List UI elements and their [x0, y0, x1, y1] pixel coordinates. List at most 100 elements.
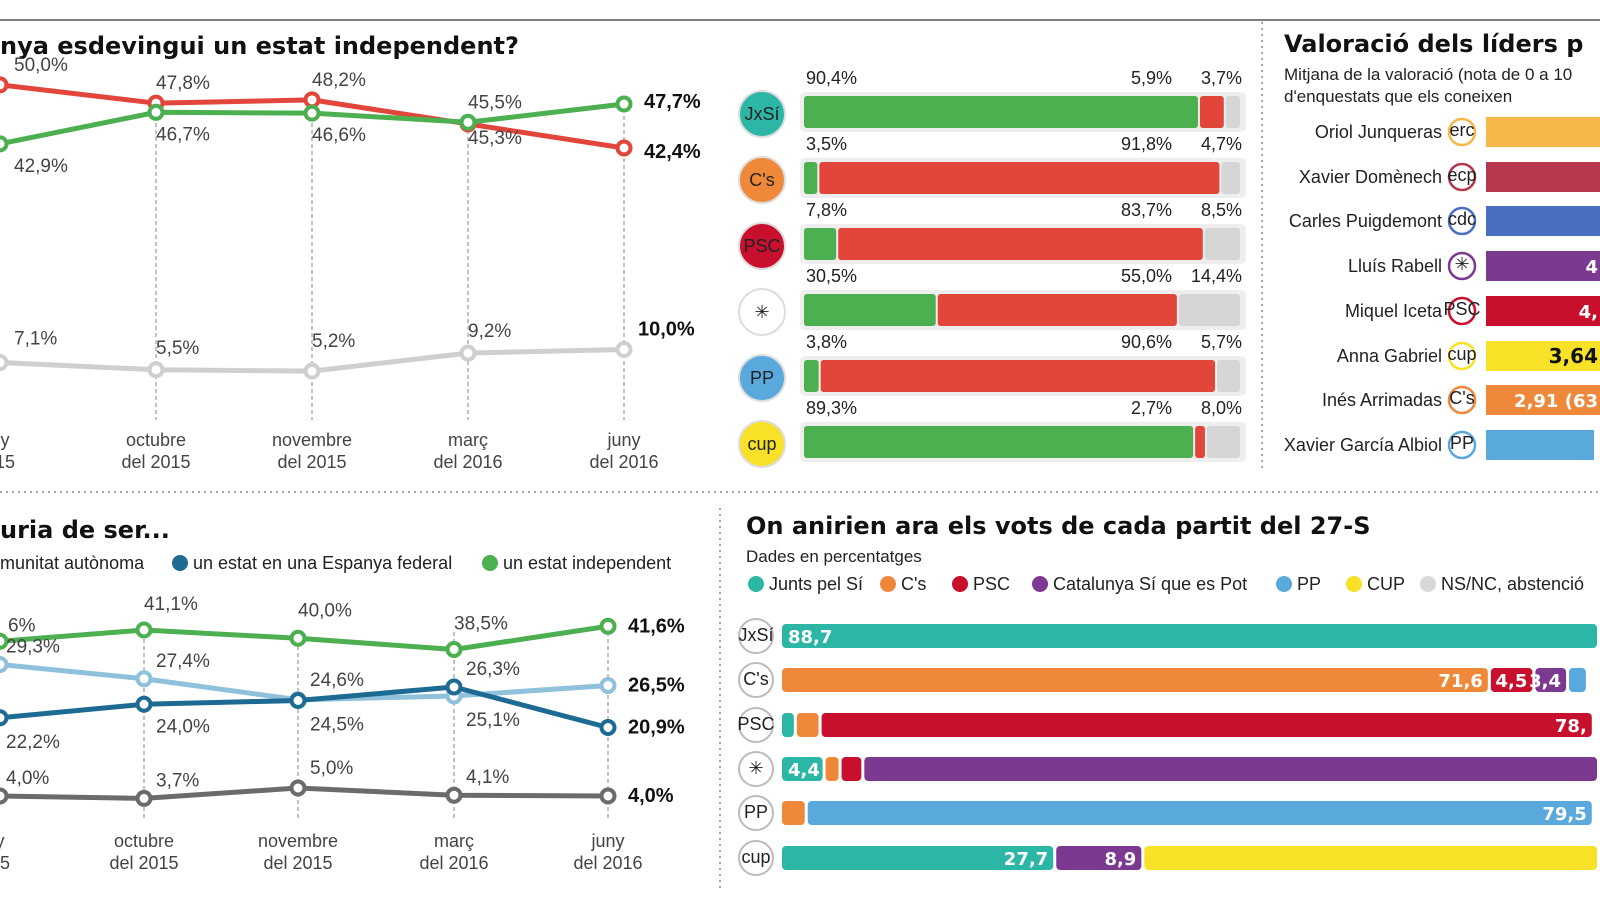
leader-value: 3,64 [1549, 344, 1598, 368]
party-pct-yes: 90,4% [806, 68, 857, 88]
leader-bar [1486, 430, 1594, 460]
chart4-point [445, 641, 463, 658]
chart4-point [289, 629, 307, 647]
chart1-value-label: 5,5% [156, 338, 199, 359]
leader-bar [1486, 206, 1600, 236]
chart4-x-tick: 15 [0, 853, 10, 873]
chart1-value-label: 42,9% [14, 156, 68, 177]
leader-bar [1486, 341, 1600, 371]
chart5-legend-swatch [748, 576, 764, 592]
chart5-bar-segment [864, 757, 1597, 781]
chart1-value-label: 47,7% [644, 91, 701, 113]
chart4-value-label: 4,1% [466, 767, 509, 788]
party-pct-nsnc: 5,7% [1201, 332, 1242, 352]
chart4-point [0, 632, 9, 650]
chart5-bar-segment [782, 846, 1054, 870]
party-pct-nsnc: 8,0% [1201, 398, 1242, 418]
chart1-value-label: 10,0% [638, 319, 695, 341]
leader-logo [1447, 251, 1477, 281]
leader-logo [1447, 206, 1477, 236]
party-pct-nsnc: 8,5% [1201, 200, 1242, 220]
party-bar-segment [804, 360, 819, 392]
leader-value: 4 [1585, 257, 1598, 278]
leader-name: Inés Arrimadas [1322, 390, 1442, 410]
party-bar-segment [820, 360, 1216, 392]
chart4-value-label: 5,0% [310, 758, 353, 779]
chart1-x-tick: novembre [272, 430, 352, 450]
party-bar-segment [804, 162, 818, 194]
chart1-x-tick: del 2015 [277, 452, 346, 472]
chart4-value-label: 24,0% [156, 716, 210, 737]
chart5-bar-segment [782, 668, 1488, 692]
leader-logo-text: PSC [1443, 299, 1480, 319]
party-pct-no: 2,7% [1131, 398, 1172, 418]
chart1-title: nya esdevingui un estat independent? [0, 32, 519, 60]
party-bar-segment [1204, 228, 1240, 260]
chart4-legend-label: un estat en una Espanya federal [193, 553, 452, 573]
party-bar-segment [1225, 96, 1240, 128]
chart5-party-logo-text: cup [741, 847, 770, 867]
chart5-bar-segment [825, 757, 839, 781]
chart5-legend-swatch [1276, 576, 1292, 592]
chart5-party-logo [738, 618, 774, 654]
chart3-subtitle: Mitjana de la valoració (nota de 0 a 10 [1284, 65, 1572, 84]
party-logo-2 [738, 222, 786, 270]
chart5-legend-label: C's [901, 574, 926, 594]
chart5-bar-segment [821, 713, 1592, 737]
party-logo-0 [738, 90, 786, 138]
chart1-point [303, 104, 321, 122]
chart1-value-label: 47,8% [156, 73, 210, 94]
party-pct-yes: 30,5% [806, 266, 857, 286]
party-logo-text: JxSí [744, 104, 779, 124]
chart5-party-logo [738, 707, 774, 743]
chart5-party-logo-text: JxSí [738, 625, 773, 645]
chart5-legend-label: CUP [1367, 574, 1405, 594]
chart5-bar-segment [1144, 846, 1597, 870]
chart4-point [599, 677, 617, 694]
party-bar-segment [937, 294, 1177, 326]
chart5-bar-value: 71,6 [1438, 671, 1482, 692]
leader-bar [1486, 251, 1600, 281]
chart4-value-label: 20,9% [628, 717, 685, 739]
chart4-point [599, 719, 617, 736]
leader-logo [1447, 430, 1477, 460]
leader-logo-text: cup [1447, 344, 1476, 364]
chart4-point [135, 621, 153, 639]
chart1-x-tick: març [448, 430, 488, 450]
party-pct-yes: 7,8% [806, 200, 847, 220]
party-bar-segment [804, 96, 1198, 128]
chart4-point [289, 779, 307, 797]
party-bar-segment [1206, 426, 1240, 458]
party-bar-segment [1217, 360, 1240, 392]
leader-logo [1447, 117, 1477, 147]
chart4-legend-swatch [172, 555, 188, 571]
chart5-legend-label: Catalunya Sí que es Pot [1053, 574, 1247, 594]
chart5-bar-segment [841, 757, 862, 781]
chart4-value-label: 29,3% [6, 637, 60, 658]
chart4-value-label: 4,0% [628, 785, 674, 807]
party-logo-4 [738, 354, 786, 402]
chart1-point [303, 91, 321, 109]
party-pct-yes: 3,5% [806, 134, 847, 154]
party-pct-nsnc: 14,4% [1191, 266, 1242, 286]
chart4-legend-label: munitat autònoma [0, 553, 145, 573]
chart5-bar-value: 8,9 [1104, 849, 1136, 870]
chart1-value-label: 9,2% [468, 321, 511, 342]
chart1-value-label: 7,1% [14, 329, 57, 350]
chart1-point [459, 113, 477, 131]
chart4-legend-swatch [482, 555, 498, 571]
party-pct-nsnc: 3,7% [1201, 68, 1242, 88]
party-logo-text: C's [749, 170, 774, 190]
party-logo-text: ✳ [754, 302, 769, 322]
chart1-point [0, 76, 9, 94]
leader-name: Xavier Domènech [1299, 167, 1442, 187]
chart1-x-tick: del 2016 [433, 452, 502, 472]
chart1-value-label: 48,2% [312, 70, 366, 91]
chart4-x-tick: octubre [114, 831, 174, 851]
chart4-title: uria de ser... [0, 516, 170, 544]
party-bar-segment [819, 162, 1220, 194]
chart4-value-label: 6% [8, 615, 36, 636]
chart4-value-label: 24,6% [310, 670, 364, 691]
chart5-bar-value: 88,7 [788, 627, 832, 648]
chart1-point [147, 103, 165, 121]
